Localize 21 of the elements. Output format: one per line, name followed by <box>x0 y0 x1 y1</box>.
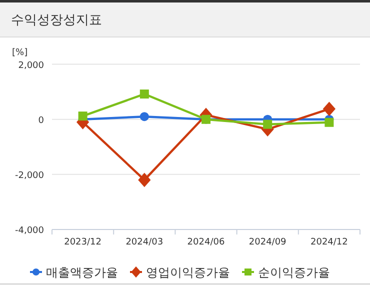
point <box>140 90 149 99</box>
x-tick-label: 2024/12 <box>310 238 348 248</box>
chart-title: 수익성장성지표 <box>11 13 102 28</box>
point <box>138 172 151 188</box>
y-tick-label: 2,000 <box>18 60 44 71</box>
point <box>322 102 336 116</box>
legend-label: 영업이익증가율 <box>146 266 230 280</box>
point <box>263 120 272 129</box>
y-tick-label: 0 <box>38 116 44 126</box>
y-tick-label: -2,000 <box>14 170 44 181</box>
point <box>324 118 334 127</box>
y-axis-title: [%] <box>12 48 28 58</box>
legend-label: 매출액증가율 <box>46 266 118 280</box>
x-tick-label: 2023/12 <box>64 238 102 248</box>
point <box>78 112 88 121</box>
legend-label: 순이익증가율 <box>258 266 330 280</box>
y-tick-label: -4,000 <box>14 226 44 236</box>
point <box>140 112 149 122</box>
x-tick-label: 2024/03 <box>126 238 164 248</box>
x-tick-label: 2024/09 <box>248 238 287 248</box>
x-tick-label: 2024/06 <box>187 238 225 248</box>
